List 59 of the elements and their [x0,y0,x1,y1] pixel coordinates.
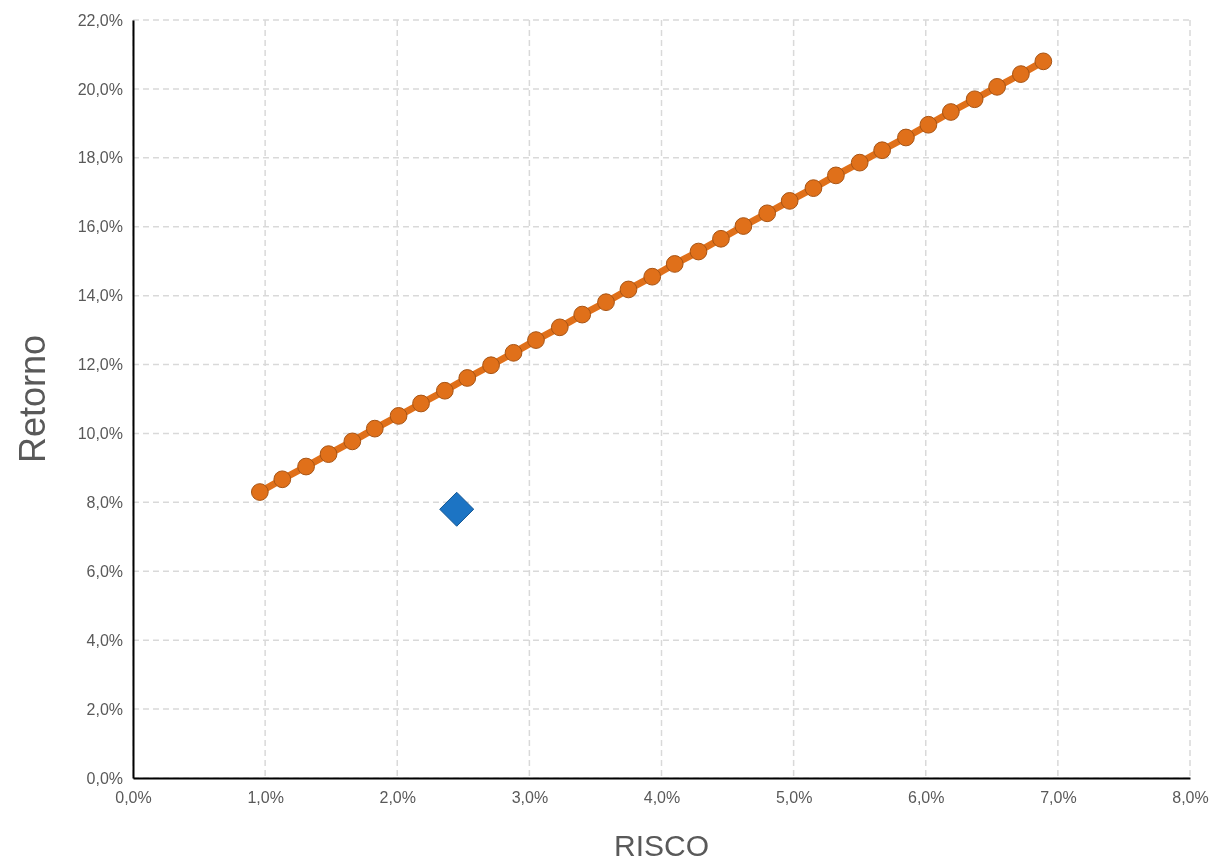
x-tick-label: 0,0% [115,789,152,807]
point [689,242,708,261]
point [643,267,662,286]
x-axis-title: RISCO [613,829,710,862]
point [389,407,408,425]
point [273,470,292,489]
point [665,255,684,273]
point [988,77,1006,96]
point [365,419,384,438]
point [850,153,869,172]
x-tick-label: 5,0% [775,789,813,807]
x-tick-label: 4,0% [643,789,681,807]
y-tick-label: 18,0% [77,149,123,167]
point [965,90,984,109]
point [343,432,362,451]
point [550,318,569,337]
point [597,293,615,312]
point [412,394,430,413]
y-tick-label: 12,0% [77,356,123,374]
y-axis-title: Retorno [12,334,53,464]
point [439,491,475,527]
x-tick-label: 3,0% [511,789,549,807]
point [1012,65,1030,83]
y-tick-label: 16,0% [77,218,123,236]
point [712,229,730,248]
x-tick-label: 6,0% [908,789,945,807]
point [734,217,753,235]
x-tick-label: 7,0% [1040,789,1077,807]
point [458,369,477,387]
point [504,343,523,362]
point [919,115,938,134]
point [804,179,823,197]
y-tick-label: 8,0% [86,493,123,511]
y-tick-label: 2,0% [86,700,123,718]
point [827,166,845,185]
x-tick-label: 2,0% [379,789,416,807]
point [873,141,892,160]
point [319,445,338,463]
y-tick-label: 14,0% [77,287,123,305]
y-tick-label: 22,0% [77,11,123,29]
y-tick-label: 10,0% [77,425,123,443]
y-tick-label: 20,0% [77,80,123,98]
point [1034,52,1053,71]
y-tick-label: 6,0% [86,562,123,580]
point [527,331,545,349]
point [758,204,777,223]
point [619,280,638,299]
x-tick-label: 8,0% [1172,789,1209,807]
point [482,356,500,375]
x-tick-label: 1,0% [247,789,284,807]
point [435,381,454,400]
y-tick-label: 4,0% [86,631,123,649]
point [573,305,592,324]
point [897,128,915,147]
point [780,192,799,210]
point [941,103,960,121]
y-tick-label: 0,0% [86,769,123,787]
point [297,457,315,476]
point [250,483,269,501]
